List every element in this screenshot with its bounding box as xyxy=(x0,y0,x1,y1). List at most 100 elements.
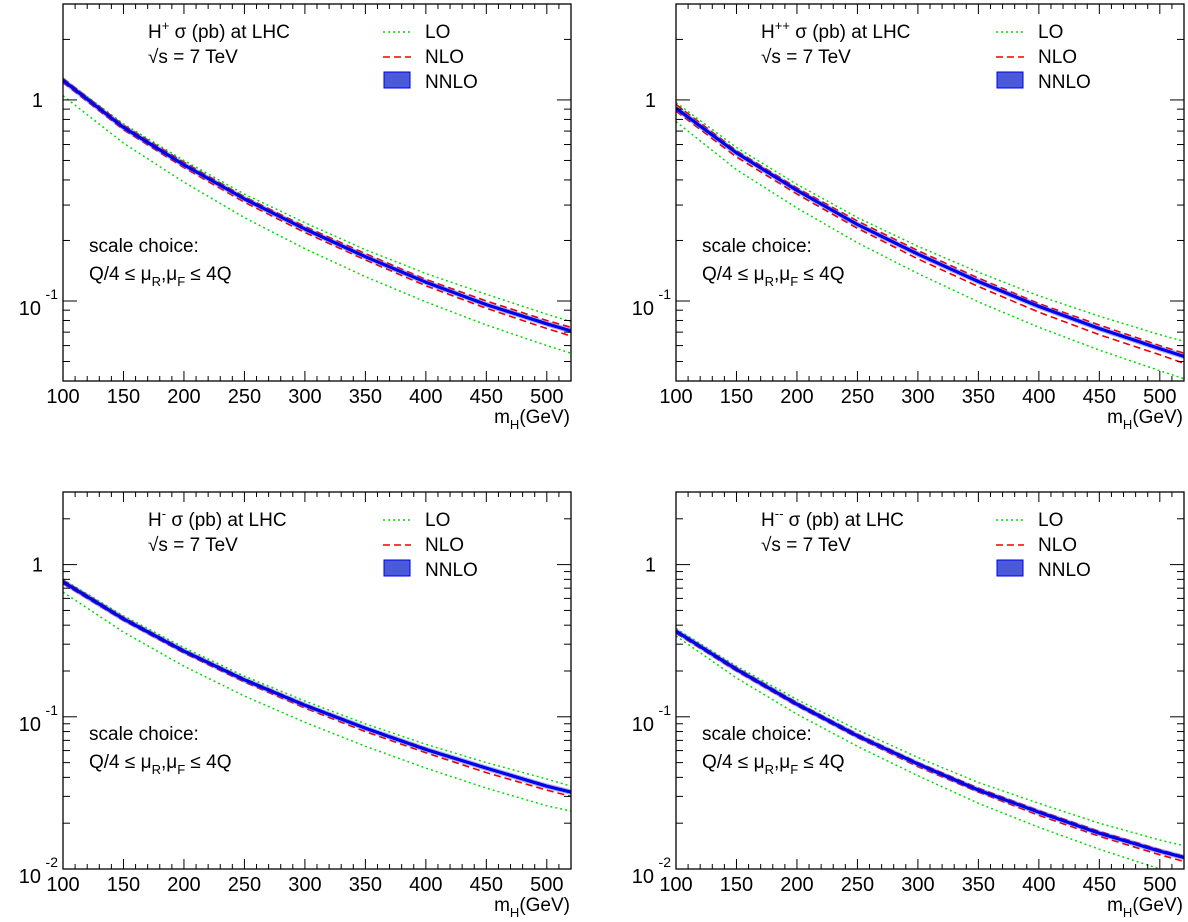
x-tick-label: 400 xyxy=(409,386,442,408)
plot-title: H+ σ (pb) at LHC xyxy=(148,18,290,43)
x-tick-label: 100 xyxy=(659,874,692,896)
series-line-nnlo-4 xyxy=(63,580,571,794)
y-tick-exponent: -1 xyxy=(46,286,59,302)
y-tick-label: 1 xyxy=(32,90,43,112)
series-line-lo-1 xyxy=(63,95,571,354)
legend-label-nnlo: NNLO xyxy=(425,560,478,581)
x-tick-label: 350 xyxy=(962,874,995,896)
y-tick-label: 1 xyxy=(645,90,656,112)
x-tick-label: 400 xyxy=(1022,874,1055,896)
x-tick-label: 200 xyxy=(780,386,813,408)
y-tick-label: 10 xyxy=(632,298,654,320)
plot-frame xyxy=(675,3,1185,382)
x-tick-label: 150 xyxy=(107,386,140,408)
x-tick-label: 450 xyxy=(470,386,503,408)
scale-range-label: Q/4 ≤ μR,μF ≤ 4Q xyxy=(702,752,844,777)
x-label-unit: (GeV) xyxy=(1132,895,1183,916)
scale-text: ,μ xyxy=(161,752,177,773)
x-tick-label: 200 xyxy=(167,874,200,896)
series-line-lo-1 xyxy=(676,121,1184,380)
title-text: σ (pb) at LHC xyxy=(169,22,290,43)
x-tick-label: 300 xyxy=(901,874,934,896)
x-label-main: m xyxy=(494,895,510,916)
x-axis-label: mH(GeV) xyxy=(494,407,570,432)
y-tick-label: 10 xyxy=(19,714,41,736)
x-axis-label: mH(GeV) xyxy=(494,895,570,920)
title-charge: -- xyxy=(775,506,784,521)
plot-frame xyxy=(62,3,572,382)
y-tick-label: 1 xyxy=(645,555,656,577)
scale-text: Q/4 ≤ μ xyxy=(702,752,765,773)
x-tick-label: 300 xyxy=(288,386,321,408)
legend-label-nlo: NLO xyxy=(1038,47,1077,68)
scale-choice-label: scale choice: xyxy=(702,236,812,257)
plot-title: H-- σ (pb) at LHC xyxy=(761,506,904,531)
title-particle: H xyxy=(761,22,775,43)
x-tick-label: 100 xyxy=(46,874,79,896)
x-tick-label: 250 xyxy=(228,386,261,408)
title-charge: - xyxy=(162,506,166,521)
legend-label-lo: LO xyxy=(1038,22,1063,43)
scale-range-label: Q/4 ≤ μR,μF ≤ 4Q xyxy=(89,264,231,289)
x-tick-label: 450 xyxy=(1083,386,1116,408)
y-tick-exponent: -2 xyxy=(659,854,672,870)
scale-sub-r: R xyxy=(152,274,161,289)
scale-text: ,μ xyxy=(774,264,790,285)
legend-swatch-nnlo xyxy=(383,71,411,89)
legend-swatch-nnlo xyxy=(383,559,411,577)
x-tick-label: 450 xyxy=(470,874,503,896)
scale-text: Q/4 ≤ μ xyxy=(702,264,765,285)
energy-label: √s = 7 TeV xyxy=(761,535,851,556)
series-line-lo-0 xyxy=(676,101,1184,343)
legend-label-lo: LO xyxy=(1038,510,1063,531)
y-tick-exponent: -2 xyxy=(46,854,59,870)
series-line-nlo-3 xyxy=(676,110,1184,365)
plot-frame xyxy=(62,491,572,870)
scale-text: ,μ xyxy=(161,264,177,285)
series-line-nnlo-4 xyxy=(63,79,571,333)
x-tick-label: 250 xyxy=(841,386,874,408)
x-label-sub: H xyxy=(510,905,519,920)
scale-sub-f: F xyxy=(177,762,185,777)
scale-text: Q/4 ≤ μ xyxy=(89,752,152,773)
title-charge: + xyxy=(162,18,170,33)
scale-choice-label: scale choice: xyxy=(702,724,812,745)
scale-text: ≤ 4Q xyxy=(798,264,844,285)
x-label-main: m xyxy=(1107,407,1123,428)
title-text: σ (pb) at LHC xyxy=(166,510,287,531)
plot-title: H++ σ (pb) at LHC xyxy=(761,18,910,43)
legend-label-lo: LO xyxy=(425,22,450,43)
series-line-nnlo-4 xyxy=(676,629,1184,860)
x-tick-label: 500 xyxy=(1143,874,1176,896)
series-line-nlo-3 xyxy=(676,632,1184,863)
curves xyxy=(676,101,1184,380)
x-tick-label: 500 xyxy=(1143,386,1176,408)
energy-label: √s = 7 TeV xyxy=(761,47,851,68)
x-tick-label: 150 xyxy=(720,386,753,408)
legend-swatch-nnlo xyxy=(996,71,1024,89)
x-tick-label: 200 xyxy=(780,874,813,896)
curves xyxy=(63,578,571,812)
title-particle: H xyxy=(761,510,775,531)
scale-range-label: Q/4 ≤ μR,μF ≤ 4Q xyxy=(89,752,231,777)
y-tick-exponent: -1 xyxy=(659,286,672,302)
x-tick-label: 100 xyxy=(659,386,692,408)
x-tick-label: 300 xyxy=(288,874,321,896)
x-tick-label: 450 xyxy=(1083,874,1116,896)
y-tick-exponent: -1 xyxy=(46,702,59,718)
x-tick-label: 350 xyxy=(349,874,382,896)
scale-text: Q/4 ≤ μ xyxy=(89,264,152,285)
scale-sub-r: R xyxy=(152,762,161,777)
x-tick-label: 400 xyxy=(1022,386,1055,408)
legend-label-nlo: NLO xyxy=(425,47,464,68)
title-text: σ (pb) at LHC xyxy=(783,510,904,531)
x-tick-label: 350 xyxy=(962,386,995,408)
curves xyxy=(63,77,571,354)
x-axis-label: mH(GeV) xyxy=(1107,407,1183,432)
scale-sub-f: F xyxy=(790,274,798,289)
series-line-nlo-3 xyxy=(63,81,571,337)
series-line-nnlo-4 xyxy=(676,106,1184,358)
chart-panel-4: 100 150 200 250 300 350 400 450 500 1 10 -1 10 -2 H-- … xyxy=(632,491,1185,920)
